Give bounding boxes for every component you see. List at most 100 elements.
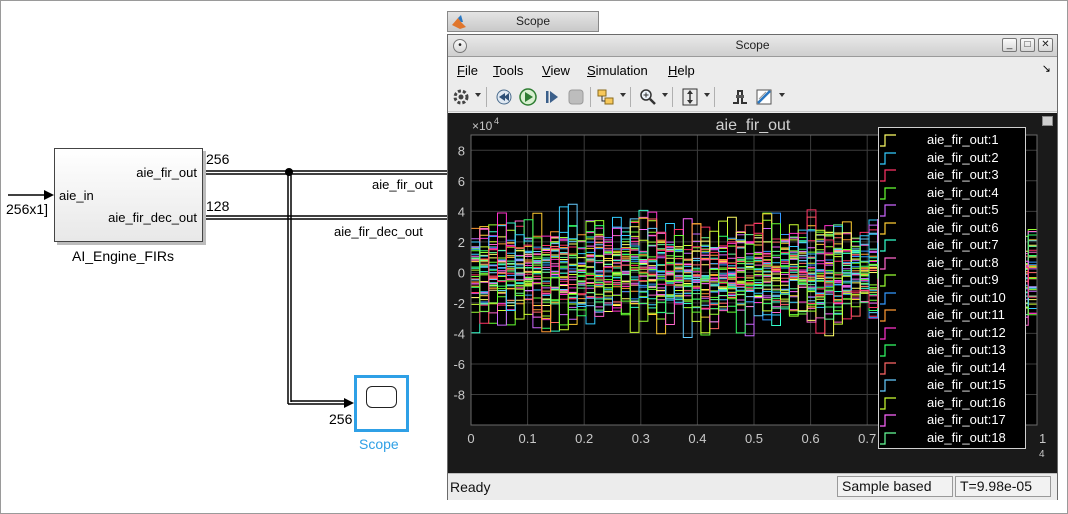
- legend-label: aie_fir_out:12: [927, 324, 1006, 340]
- legend-entry[interactable]: aie_fir_out:15: [879, 377, 1025, 394]
- menu-tools-mnemonic: T: [493, 63, 500, 78]
- zoom-dropdown-icon[interactable]: [662, 93, 668, 97]
- legend-label: aie_fir_out:11: [927, 307, 1005, 322]
- x-tick-label: 0.2: [575, 431, 593, 446]
- legend-entry[interactable]: aie_fir_out:9: [879, 272, 1025, 289]
- scale-dropdown-icon[interactable]: [704, 93, 710, 97]
- stop-icon[interactable]: [566, 87, 586, 107]
- legend-swatch: [880, 221, 896, 235]
- highlight-block-icon[interactable]: [596, 87, 616, 107]
- legend-entry[interactable]: aie_fir_out:5: [879, 202, 1025, 219]
- y-exponent-power: 4: [494, 116, 499, 126]
- menu-simulation[interactable]: Simulation: [587, 63, 648, 78]
- x-tick-label: 0.3: [632, 431, 650, 446]
- scope-block[interactable]: [354, 375, 409, 432]
- legend-entry[interactable]: aie_fir_out:8: [879, 255, 1025, 272]
- legend-swatch: [880, 134, 896, 147]
- highlight-dropdown-icon[interactable]: [620, 93, 626, 97]
- legend-swatch: [880, 326, 896, 340]
- legend-label: aie_fir_out:4: [927, 184, 999, 200]
- y-tick-label: -6: [453, 357, 465, 372]
- window-title: Scope: [735, 38, 770, 52]
- zoom-icon[interactable]: [638, 87, 658, 107]
- signal-lines: [8, 168, 448, 408]
- legend-swatch: [880, 256, 896, 270]
- legend-label: aie_fir_out:9: [927, 272, 999, 287]
- legend-label: aie_fir_out:18: [927, 429, 1006, 445]
- legend-swatch: [880, 186, 896, 200]
- legend-entry[interactable]: aie_fir_out:14: [879, 360, 1025, 377]
- toolbar-separator: [486, 87, 487, 107]
- gear-icon[interactable]: [451, 87, 471, 107]
- legend-swatch-line: [880, 204, 896, 217]
- legend-entry[interactable]: aie_fir_out:12: [879, 325, 1025, 342]
- run-icon[interactable]: [518, 87, 538, 107]
- step-forward-icon[interactable]: [542, 87, 562, 107]
- style-icon[interactable]: [754, 87, 774, 107]
- menu-file[interactable]: File: [457, 63, 478, 78]
- menu-simulation-mnemonic: S: [587, 63, 596, 78]
- legend-entry[interactable]: aie_fir_out:1: [879, 132, 1025, 149]
- minimize-button[interactable]: _: [1002, 38, 1017, 52]
- block-name-label[interactable]: AI_Engine_FIRs: [72, 248, 174, 264]
- legend-entry[interactable]: aie_fir_out:17: [879, 412, 1025, 429]
- toolbar-separator: [590, 87, 591, 107]
- scale-axes-icon[interactable]: [680, 87, 700, 107]
- legend-swatch: [880, 274, 896, 287]
- legend-entry[interactable]: aie_fir_out:11: [879, 307, 1025, 324]
- simulink-canvas[interactable]: 256x1] aie_in aie_fir_out aie_fir_dec_ou…: [0, 0, 448, 514]
- gear-dropdown-icon[interactable]: [475, 93, 481, 97]
- y-ticks: 8 6 4 2 0 -2 -4 -6 -8: [453, 143, 465, 402]
- signal-width-1: 256: [206, 151, 230, 167]
- output-port-2-label: aie_fir_dec_out: [108, 210, 197, 225]
- legend-label: aie_fir_out:3: [927, 167, 999, 182]
- x-tick-label: 0.4: [688, 431, 706, 446]
- legend-entry[interactable]: aie_fir_out:7: [879, 237, 1025, 254]
- input-dimension-label: 256x1]: [6, 201, 49, 217]
- legend-entry[interactable]: aie_fir_out:13: [879, 342, 1025, 359]
- legend-entry[interactable]: aie_fir_out:6: [879, 220, 1025, 237]
- legend-swatch-line: [880, 134, 896, 147]
- taskbar-scope-tab[interactable]: Scope: [447, 11, 599, 32]
- legend-label: aie_fir_out:10: [927, 289, 1006, 305]
- undock-legend-icon[interactable]: [1042, 116, 1053, 126]
- legend-swatch: [880, 379, 896, 392]
- style-dropdown-icon[interactable]: [779, 93, 785, 97]
- title-bar[interactable]: • Scope _ □ ✕: [448, 35, 1057, 57]
- legend-entry[interactable]: aie_fir_out:4: [879, 185, 1025, 202]
- maximize-button[interactable]: □: [1020, 38, 1035, 52]
- signal-label-1[interactable]: aie_fir_out: [372, 177, 433, 192]
- scope-block-name[interactable]: Scope: [359, 436, 399, 452]
- signal-label-2[interactable]: aie_fir_dec_out: [334, 224, 423, 239]
- legend-label: aie_fir_out:2: [927, 149, 999, 165]
- menu-help[interactable]: Help: [668, 63, 695, 78]
- window-menu-icon[interactable]: •: [453, 39, 467, 53]
- legend-swatch-line: [880, 169, 896, 182]
- menu-file-mnemonic: F: [457, 63, 465, 78]
- scope-display[interactable]: 8 6 4 2 0 -2 -4 -6 -8 0 0.1 0.2 0.3 0.4 0.5 0.6 0.7 aie…: [448, 113, 1057, 473]
- legend-entry[interactable]: aie_fir_out:2: [879, 150, 1025, 167]
- rewind-icon[interactable]: [494, 87, 514, 107]
- legend-entry[interactable]: aie_fir_out:3: [879, 167, 1025, 184]
- legend-entry[interactable]: aie_fir_out:16: [879, 395, 1025, 412]
- close-button[interactable]: ✕: [1038, 38, 1053, 52]
- y-tick-label: -8: [453, 387, 465, 402]
- signal-width-2: 128: [206, 198, 230, 214]
- menu-tools-label: ools: [499, 63, 524, 78]
- legend-label: aie_fir_out:16: [927, 394, 1006, 410]
- legend-swatch-line: [880, 414, 896, 427]
- scope-window: • Scope _ □ ✕ File Tools View Simulation…: [447, 34, 1058, 500]
- menu-tools[interactable]: Tools: [493, 63, 523, 78]
- legend-entry[interactable]: aie_fir_out:10: [879, 290, 1025, 307]
- legend-label: aie_fir_out:8: [927, 254, 999, 270]
- legend-entry[interactable]: aie_fir_out:18: [879, 430, 1025, 447]
- taskbar-title: Scope: [515, 14, 551, 28]
- toolbar-separator: [630, 87, 631, 107]
- y-tick-label: 4: [458, 204, 465, 219]
- menu-overflow-icon[interactable]: ↘: [1041, 63, 1051, 75]
- menu-view[interactable]: View: [542, 63, 570, 78]
- triggers-icon[interactable]: [730, 87, 750, 107]
- legend-label: aie_fir_out:7: [927, 237, 999, 252]
- ai-engine-firs-block[interactable]: aie_in aie_fir_out aie_fir_dec_out: [54, 148, 203, 242]
